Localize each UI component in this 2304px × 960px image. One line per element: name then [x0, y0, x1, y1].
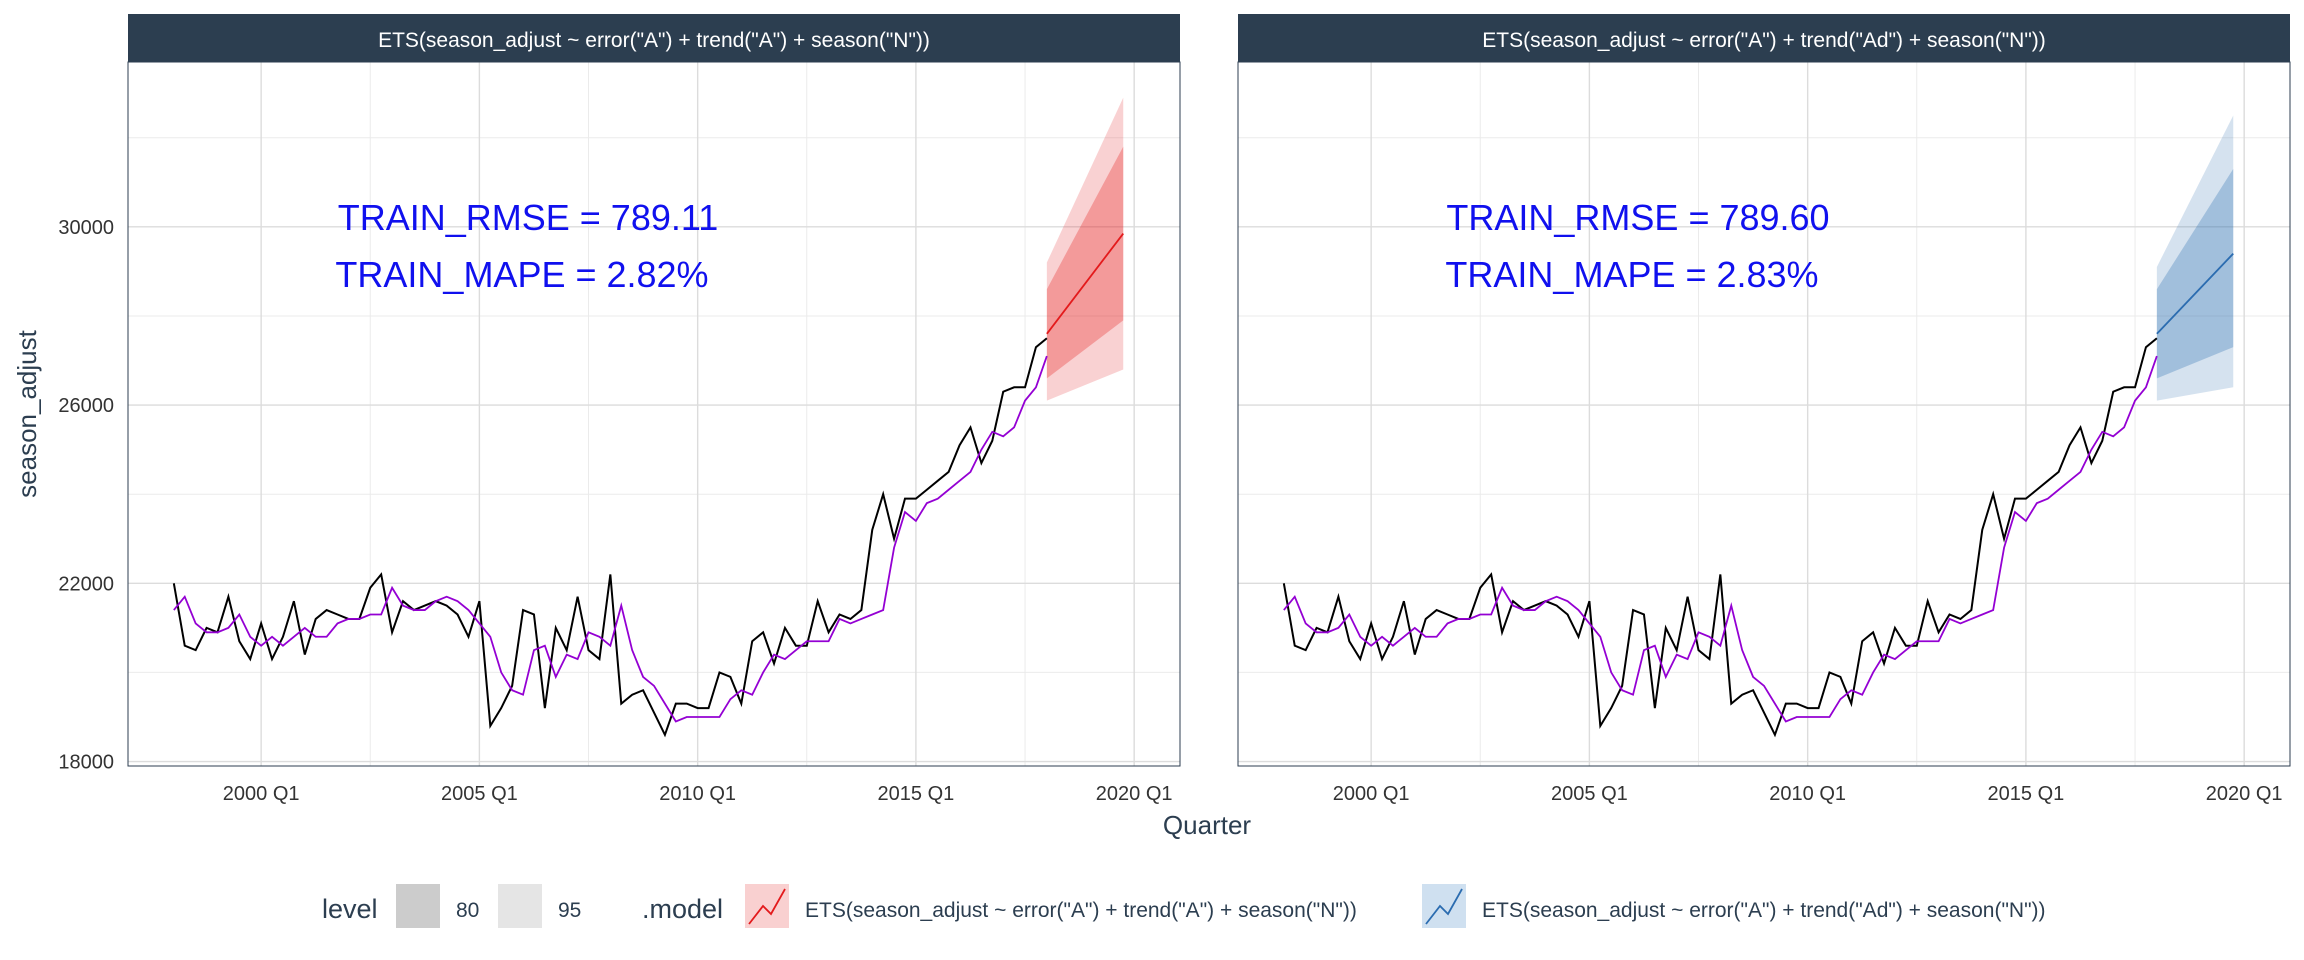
legend: level 80 95 .model ETS(season_adjust ~ error… [322, 884, 2046, 928]
forecast-mean-line [2156, 252, 2234, 335]
legend-level-swatch [396, 884, 440, 928]
x-tick-label: 2020 Q1 [2206, 783, 2283, 805]
x-tick-label: 2005 Q1 [1551, 783, 1628, 805]
panel-border [1237, 61, 2291, 767]
y-axis-title: season_adjust [12, 329, 42, 497]
panel-2: ETS(season_adjust ~ error("A") + trend("… [1237, 14, 2291, 805]
forecast-band-80 [2156, 168, 2234, 379]
legend-model-line-icon [748, 888, 786, 925]
panel-strip [1238, 14, 2290, 62]
panel-strip [128, 14, 1180, 62]
train-rmse-annotation: TRAIN_RMSE = 789.11 [338, 197, 719, 238]
x-tick-label: 2020 Q1 [1096, 783, 1173, 805]
panel-border [127, 61, 1181, 767]
legend-level-swatch [498, 884, 542, 928]
forecast-mean-line [1046, 232, 1124, 335]
x-tick-label: 2015 Q1 [878, 783, 955, 805]
y-tick-label: 22000 [58, 573, 114, 595]
actual-series-line [172, 337, 1048, 738]
forecast-band-95 [1046, 97, 1124, 401]
x-tick-label: 2000 Q1 [1333, 783, 1410, 805]
forecast-band-80 [1046, 146, 1124, 379]
forecast-band-95 [2156, 115, 2234, 401]
panel-1: ETS(season_adjust ~ error("A") + trend("… [127, 14, 1181, 805]
x-tick-label: 2015 Q1 [1988, 783, 2065, 805]
train-mape-annotation: TRAIN_MAPE = 2.83% [1445, 254, 1818, 295]
x-axis-title: Quarter [1163, 810, 1251, 840]
train-mape-annotation: TRAIN_MAPE = 2.82% [335, 254, 708, 295]
panel-title: ETS(season_adjust ~ error("A") + trend("… [378, 29, 930, 52]
train-rmse-annotation: TRAIN_RMSE = 789.60 [1446, 197, 1829, 238]
legend-model-label: ETS(season_adjust ~ error("A") + trend("… [1482, 899, 2046, 922]
legend-level-label: 95 [558, 899, 581, 922]
y-tick-label: 18000 [58, 752, 114, 774]
y-tick-label: 30000 [58, 217, 114, 239]
legend-model-label: ETS(season_adjust ~ error("A") + trend("… [805, 899, 1357, 922]
panel-title: ETS(season_adjust ~ error("A") + trend("… [1482, 29, 2046, 52]
fitted-series-line [173, 355, 1048, 723]
legend-model-title: .model [642, 894, 723, 924]
x-tick-label: 2000 Q1 [223, 783, 300, 805]
y-tick-label: 26000 [58, 395, 114, 417]
fitted-series-line [1283, 355, 2158, 723]
x-tick-label: 2010 Q1 [1769, 783, 1846, 805]
x-tick-label: 2010 Q1 [659, 783, 736, 805]
legend-model-line-icon [1425, 888, 1463, 925]
actual-series-line [1282, 337, 2158, 738]
legend-level-label: 80 [456, 899, 479, 922]
legend-level-title: level [322, 894, 378, 924]
x-tick-label: 2005 Q1 [441, 783, 518, 805]
